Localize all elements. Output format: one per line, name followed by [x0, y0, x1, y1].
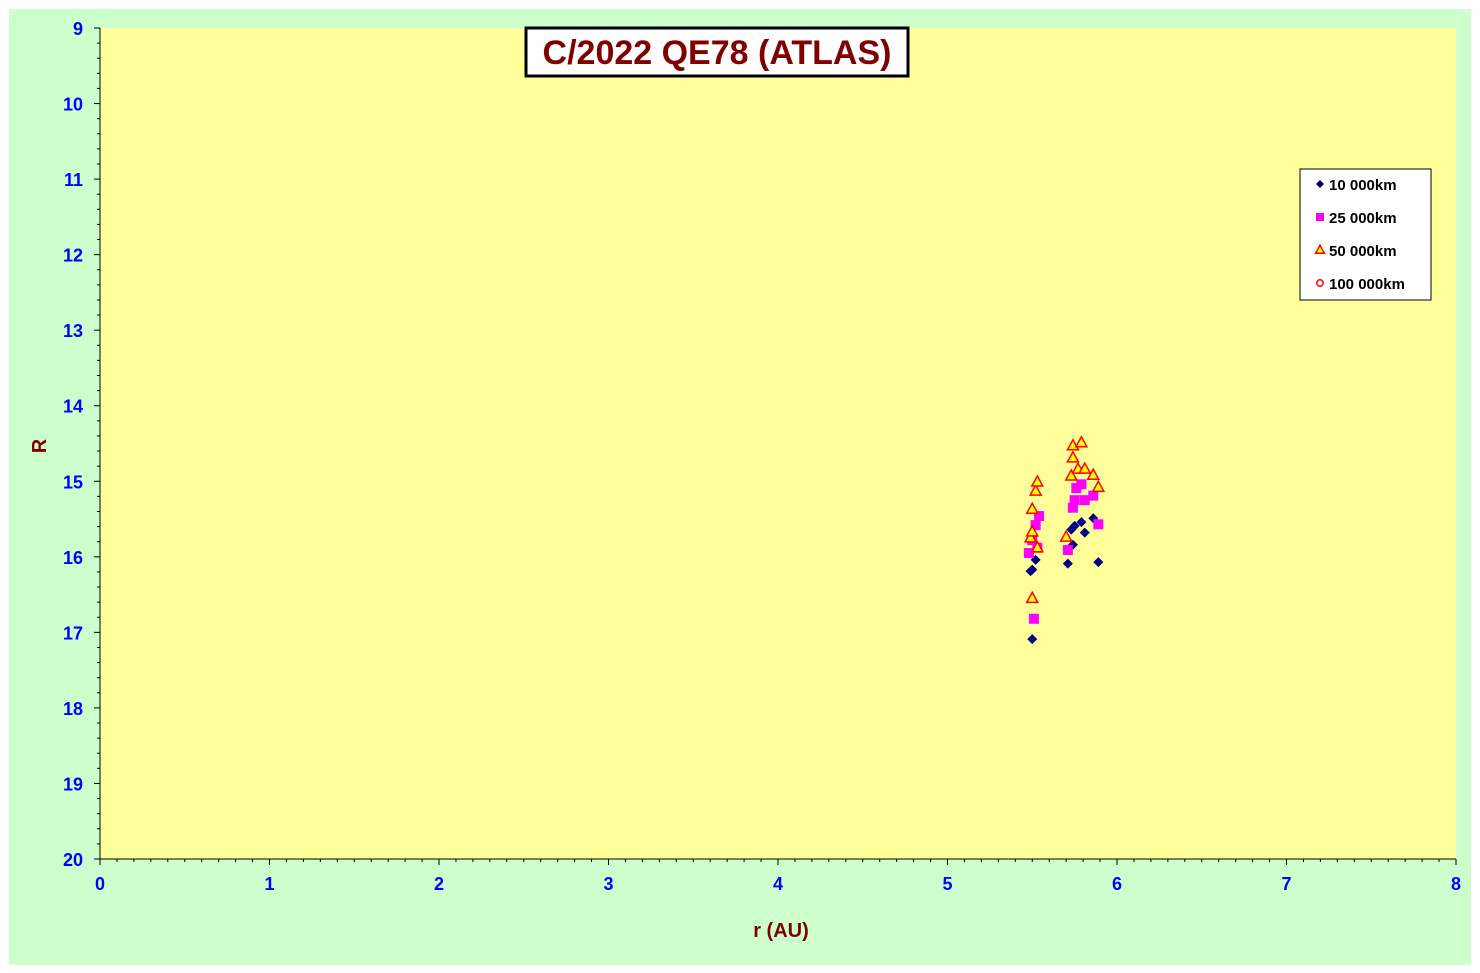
legend-marker-square-icon [1316, 213, 1324, 221]
title-box [524, 26, 910, 78]
y-tick-label: 14 [63, 397, 83, 417]
x-tick-label: 1 [264, 874, 274, 894]
data-point-diamond [1069, 520, 1080, 531]
y-tick-label: 9 [73, 19, 83, 39]
data-point-square [1028, 613, 1039, 624]
y-tick-label: 18 [63, 699, 83, 719]
data-point-square [1076, 479, 1087, 490]
data-point-diamond [1027, 564, 1038, 575]
data-point-triangle [1025, 524, 1040, 537]
legend-box [1299, 168, 1432, 301]
plot-area [100, 28, 1456, 859]
data-point-triangle [1025, 590, 1040, 604]
legend: 10 000km 25 000km 50 000km 100 000km [1299, 168, 1432, 301]
data-point-square [1071, 483, 1082, 494]
legend-label: 50 000km [1329, 243, 1397, 260]
legend-label: 100 000km [1329, 276, 1405, 293]
data-point-triangle [1025, 501, 1040, 514]
data-point-triangle [1086, 467, 1101, 480]
legend-label: 25 000km [1329, 210, 1397, 227]
data-point-square [1067, 502, 1078, 513]
y-tick-label: 20 [63, 850, 83, 870]
data-point-triangle [1059, 529, 1073, 542]
data-point-triangle [1091, 479, 1106, 493]
data-point-square [1069, 495, 1080, 506]
data-point-square [1079, 495, 1090, 506]
y-tick-label: 10 [63, 95, 83, 115]
x-tick-label: 0 [95, 874, 105, 894]
y-tick-label: 19 [63, 774, 83, 794]
data-point-square [1023, 548, 1034, 559]
x-axis-label: r (AU) [753, 920, 809, 942]
data-point-diamond [1062, 558, 1073, 569]
y-tick-label: 13 [63, 321, 83, 341]
legend-label: 10 000km [1329, 177, 1397, 194]
data-point-triangle [1066, 450, 1080, 463]
y-tick-label: 17 [63, 623, 83, 643]
data-point-square [1093, 519, 1104, 530]
x-tick-label: 3 [603, 874, 613, 894]
data-point-diamond [1027, 634, 1038, 645]
data-point-diamond [1093, 557, 1104, 568]
x-tick-label: 6 [1112, 874, 1122, 894]
legend-marker-circle-icon [1316, 279, 1324, 287]
data-point-square [1088, 490, 1099, 501]
data-point-diamond [1079, 527, 1090, 538]
chart-title: C/2022 QE78 (ATLAS) [543, 34, 892, 72]
y-tick-label: 11 [64, 170, 83, 190]
legend-marker-diamond-icon [1316, 180, 1324, 188]
y-axis-label: R [29, 438, 51, 453]
x-tick-label: 2 [434, 874, 444, 894]
data-point-triangle [1074, 435, 1089, 448]
data-point-triangle [1030, 540, 1045, 553]
data-point-triangle [1078, 461, 1092, 474]
y-tick-label: 16 [63, 548, 83, 568]
legend-marker-triangle-icon [1314, 243, 1326, 254]
x-tick-label: 8 [1451, 874, 1461, 894]
data-point-triangle [1030, 474, 1045, 487]
data-point-triangle [1064, 468, 1079, 481]
data-point-triangle [1023, 530, 1038, 543]
x-tick-label: 4 [773, 874, 783, 894]
data-point-triangle [1028, 483, 1043, 496]
x-tick-label: 7 [1281, 874, 1291, 894]
data-point-square [1030, 520, 1041, 531]
data-point-square [1062, 545, 1073, 556]
y-tick-label: 12 [63, 246, 83, 266]
data-point-diamond [1076, 517, 1087, 528]
x-tick-label: 5 [942, 874, 952, 894]
y-tick-label: 15 [63, 472, 83, 492]
data-point-square [1034, 511, 1045, 522]
